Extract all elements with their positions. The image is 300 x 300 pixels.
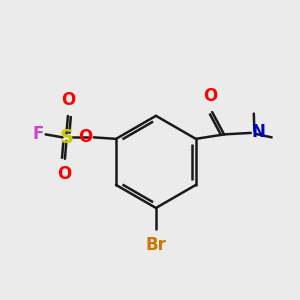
Text: O: O — [57, 165, 71, 183]
Text: O: O — [204, 87, 218, 105]
Text: Br: Br — [146, 236, 167, 254]
Text: F: F — [33, 125, 44, 143]
Text: O: O — [78, 128, 92, 146]
Text: O: O — [61, 92, 76, 110]
Text: S: S — [59, 128, 74, 147]
Text: N: N — [252, 123, 266, 141]
